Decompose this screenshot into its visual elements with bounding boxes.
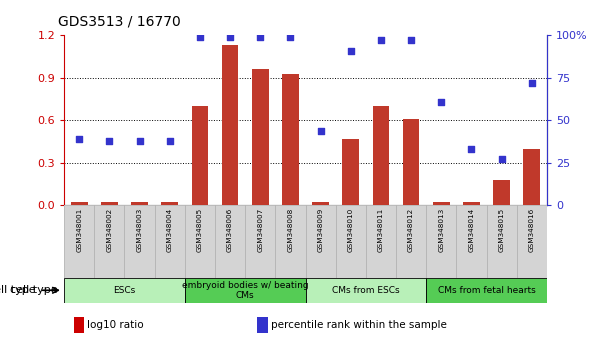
Bar [257, 317, 268, 333]
Bar [456, 205, 486, 278]
Bar [433, 202, 450, 205]
Text: GSM348005: GSM348005 [197, 207, 203, 252]
Point [75, 136, 84, 142]
Bar [342, 139, 359, 205]
Point [346, 48, 356, 53]
Text: GSM348003: GSM348003 [137, 207, 142, 252]
Point [467, 147, 477, 152]
Text: GSM348016: GSM348016 [529, 207, 535, 252]
Bar [396, 205, 426, 278]
Point [497, 156, 507, 162]
Text: CMs from fetal hearts: CMs from fetal hearts [437, 286, 535, 295]
Bar [486, 205, 517, 278]
Point [255, 34, 265, 40]
Bar [426, 278, 547, 303]
Bar [64, 278, 185, 303]
Bar [403, 119, 419, 205]
Bar [161, 202, 178, 205]
Bar [276, 205, 306, 278]
Text: ESCs: ESCs [114, 286, 136, 295]
Bar [64, 205, 94, 278]
Text: GSM348007: GSM348007 [257, 207, 263, 252]
Point [376, 38, 386, 43]
Text: GSM348008: GSM348008 [287, 207, 293, 252]
Bar [463, 202, 480, 205]
Bar [282, 74, 299, 205]
Text: GSM348009: GSM348009 [318, 207, 324, 252]
Point [406, 38, 416, 43]
Text: GSM348002: GSM348002 [106, 207, 112, 252]
Bar [306, 278, 426, 303]
Point [225, 34, 235, 40]
Point [134, 138, 144, 144]
Bar [366, 205, 396, 278]
Text: CMs from ESCs: CMs from ESCs [332, 286, 400, 295]
Bar [185, 278, 306, 303]
Point [316, 128, 326, 133]
Text: GSM348015: GSM348015 [499, 207, 505, 252]
Text: GDS3513 / 16770: GDS3513 / 16770 [58, 14, 181, 28]
Text: embryoid bodies w/ beating
CMs: embryoid bodies w/ beating CMs [182, 281, 309, 300]
Bar [426, 205, 456, 278]
Text: percentile rank within the sample: percentile rank within the sample [271, 320, 447, 330]
Bar [517, 205, 547, 278]
Bar [215, 205, 245, 278]
Text: cell type: cell type [10, 285, 61, 295]
Bar [252, 69, 269, 205]
Bar [74, 317, 84, 333]
Point [527, 80, 536, 86]
Text: cell type: cell type [0, 285, 35, 295]
Point [165, 138, 175, 144]
Bar [125, 205, 155, 278]
Bar [101, 202, 118, 205]
Bar [373, 106, 389, 205]
Text: GSM348001: GSM348001 [76, 207, 82, 252]
Bar [131, 202, 148, 205]
Bar [192, 106, 208, 205]
Text: GSM348006: GSM348006 [227, 207, 233, 252]
Text: GSM348004: GSM348004 [167, 207, 173, 252]
Text: log10 ratio: log10 ratio [87, 320, 144, 330]
Bar [493, 180, 510, 205]
Point [436, 99, 446, 104]
Text: GSM348013: GSM348013 [438, 207, 444, 252]
Bar [222, 45, 238, 205]
Bar [312, 202, 329, 205]
Bar [71, 202, 87, 205]
Bar [155, 205, 185, 278]
Point [285, 34, 295, 40]
Text: GSM348010: GSM348010 [348, 207, 354, 252]
Text: GSM348014: GSM348014 [469, 207, 474, 252]
Bar [185, 205, 215, 278]
Text: GSM348012: GSM348012 [408, 207, 414, 252]
Bar [245, 205, 276, 278]
Text: GSM348011: GSM348011 [378, 207, 384, 252]
Bar [94, 205, 125, 278]
Bar [335, 205, 366, 278]
Point [195, 34, 205, 40]
Point [104, 138, 114, 144]
Bar [306, 205, 335, 278]
Bar [524, 149, 540, 205]
